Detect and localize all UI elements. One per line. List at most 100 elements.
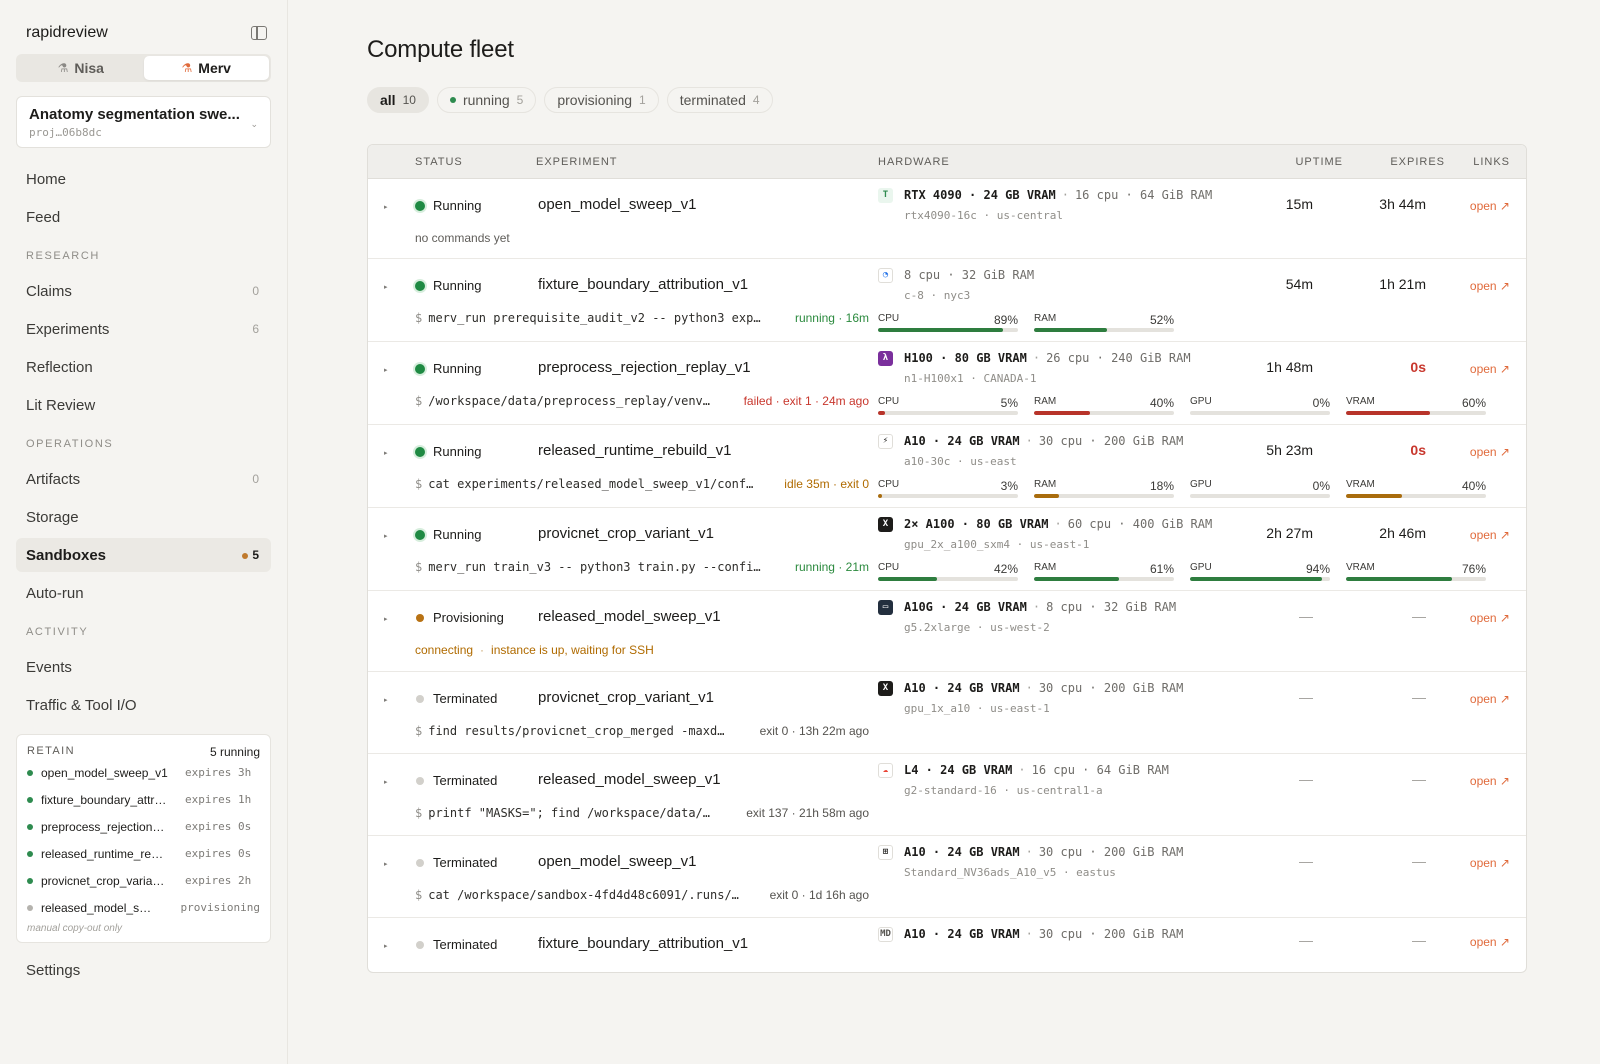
expand-caret-icon[interactable]: ▸ xyxy=(384,861,388,868)
sidebar-item-artifacts[interactable]: Artifacts 0 xyxy=(16,462,271,496)
project-selector[interactable]: Anatomy segmentation swe... proj…06b8dc … xyxy=(16,96,271,148)
last-command[interactable]: $ merv_run prerequisite_audit_v2 -- pytho… xyxy=(415,311,869,325)
filter-all[interactable]: all 10 xyxy=(367,87,429,113)
table-row[interactable]: ▸ Terminated released_model_sweep_v1 $ print… xyxy=(368,754,1526,836)
open-link[interactable]: open ↗ xyxy=(1469,692,1510,706)
open-link[interactable]: open ↗ xyxy=(1469,611,1510,625)
filter-running[interactable]: running 5 xyxy=(436,87,537,113)
expand-caret-icon[interactable]: ▸ xyxy=(384,697,388,704)
retain-item[interactable]: released_runtime_re… expires 0s xyxy=(27,840,260,867)
sidebar-item-traffic[interactable]: Traffic & Tool I/O xyxy=(16,688,271,722)
retain-item[interactable]: fixture_boundary_attr… expires 1h xyxy=(27,786,260,813)
experiment-name[interactable]: released_model_sweep_v1 xyxy=(538,771,721,788)
user-tab-merv[interactable]: ⚗ Merv xyxy=(143,56,269,80)
hardware-spec: ◔ 8 cpu · 32 GiB RAM xyxy=(878,267,1034,283)
last-command[interactable]: $ find results/provicnet_crop_merged -max… xyxy=(415,724,869,738)
sidebar-item-settings[interactable]: Settings xyxy=(16,953,271,987)
expand-caret-icon[interactable]: ▸ xyxy=(384,204,388,211)
sidebar-item-storage[interactable]: Storage xyxy=(16,500,271,534)
open-link[interactable]: open ↗ xyxy=(1469,856,1510,870)
last-command[interactable]: $ /workspace/data/preprocess_replay/venv…… xyxy=(415,394,869,408)
open-link[interactable]: open ↗ xyxy=(1469,774,1510,788)
experiment-name[interactable]: released_runtime_rebuild_v1 xyxy=(538,442,732,459)
experiment-name[interactable]: preprocess_rejection_replay_v1 xyxy=(538,359,751,376)
project-id: proj…06b8dc xyxy=(29,126,102,139)
filter-terminated[interactable]: terminated 4 xyxy=(666,87,773,113)
hardware-cell: ⚡ A10 · 24 GB VRAM · 30 cpu · 200 GiB RAM a1… xyxy=(878,433,1183,468)
command-value: find results/provicnet_crop_merged -maxd… xyxy=(428,724,725,738)
table-row[interactable]: ▸ Running released_runtime_rebuild_v1 $ cat … xyxy=(368,425,1526,508)
column-header-expires[interactable]: EXPIRES xyxy=(1390,156,1445,168)
sidebar-item-home[interactable]: Home xyxy=(16,162,271,196)
experiment-name[interactable]: fixture_boundary_attribution_v1 xyxy=(538,276,749,293)
table-row[interactable]: ▸ Running fixture_boundary_attribution_v1 $… xyxy=(368,259,1526,342)
table-row[interactable]: ▸ Terminated open_model_sweep_v1 $ cat /work… xyxy=(368,836,1526,918)
status-cell: Running xyxy=(415,361,481,376)
sidebar-item-experiments[interactable]: Experiments 6 xyxy=(16,312,271,346)
experiment-name[interactable]: open_model_sweep_v1 xyxy=(538,853,697,870)
last-command[interactable]: $ printf "MASKS="; find /workspace/data/…… xyxy=(415,806,869,820)
command-text: $ cat /workspace/sandbox-4fd4d48c6091/.ru… xyxy=(415,888,739,902)
hardware-spec: λ H100 · 80 GB VRAM · 26 cpu · 240 GiB RAM xyxy=(878,350,1191,366)
expand-caret-icon[interactable]: ▸ xyxy=(384,616,388,623)
expand-caret-icon[interactable]: ▸ xyxy=(384,367,388,374)
status-dot xyxy=(416,776,424,785)
last-command[interactable]: $ cat /workspace/sandbox-4fd4d48c6091/.ru… xyxy=(415,888,869,902)
last-command[interactable]: $ cat experiments/released_model_sweep_v1… xyxy=(415,477,869,491)
meter-track xyxy=(1346,494,1486,498)
expand-caret-icon[interactable]: ▸ xyxy=(384,450,388,457)
sidebar-item-feed[interactable]: Feed xyxy=(16,200,271,234)
table-row[interactable]: ▸ Provisioning released_model_sweep_v1 conn… xyxy=(368,591,1526,672)
user-tab-nisa[interactable]: ⚗ Nisa xyxy=(18,56,144,80)
expand-caret-icon[interactable]: ▸ xyxy=(384,779,388,786)
brand-row: rapidreview xyxy=(16,18,271,48)
open-link[interactable]: open ↗ xyxy=(1469,445,1510,459)
experiment-name[interactable]: open_model_sweep_v1 xyxy=(538,196,697,213)
retain-item[interactable]: released_model_s… provisioning xyxy=(27,894,260,921)
open-link[interactable]: open ↗ xyxy=(1469,279,1510,293)
retain-item-expiry: provisioning xyxy=(180,901,260,914)
toggle-sidebar-icon[interactable] xyxy=(251,26,267,40)
experiment-name[interactable]: released_model_sweep_v1 xyxy=(538,608,721,625)
table-row[interactable]: ▸ Running preprocess_rejection_replay_v1 $ /… xyxy=(368,342,1526,425)
sidebar-item-auto-run[interactable]: Auto-run xyxy=(16,576,271,610)
column-header-uptime[interactable]: UPTIME xyxy=(1295,156,1343,168)
meter-percent: 40% xyxy=(1461,479,1486,493)
open-link[interactable]: open ↗ xyxy=(1469,528,1510,542)
column-header-status[interactable]: STATUS xyxy=(415,156,463,168)
sidebar-item-reflection[interactable]: Reflection xyxy=(16,350,271,384)
open-link[interactable]: open ↗ xyxy=(1469,199,1510,213)
table-row[interactable]: ▸ Running provicnet_crop_variant_v1 $ merv_r… xyxy=(368,508,1526,591)
meter-label: VRAM xyxy=(1346,562,1375,573)
open-link[interactable]: open ↗ xyxy=(1469,935,1510,949)
open-link[interactable]: open ↗ xyxy=(1469,362,1510,376)
command-value: merv_run train_v3 -- python3 train.py --… xyxy=(428,560,761,574)
meter-fill xyxy=(1346,411,1430,415)
instance-location: g2-standard-16 · us-central1-a xyxy=(904,784,1103,797)
retain-item[interactable]: preprocess_rejection… expires 0s xyxy=(27,813,260,840)
filter-label: running xyxy=(462,92,510,108)
retain-item-name: preprocess_rejection… xyxy=(41,819,165,834)
table-row[interactable]: ▸ Running open_model_sweep_v1 no commands y… xyxy=(368,179,1526,259)
expand-caret-icon[interactable]: ▸ xyxy=(384,284,388,291)
column-header-hardware[interactable]: HARDWARE xyxy=(878,156,950,168)
gpu-spec: L4 · 24 GB VRAM xyxy=(904,763,1013,777)
table-row[interactable]: ▸ Terminated provicnet_crop_variant_v1 $ fin… xyxy=(368,672,1526,754)
table-row[interactable]: ▸ Terminated fixture_boundary_attribution_… xyxy=(368,918,1526,972)
column-header-experiment[interactable]: EXPERIMENT xyxy=(536,156,618,168)
sidebar-item-events[interactable]: Events xyxy=(16,650,271,684)
filter-provisioning[interactable]: provisioning 1 xyxy=(544,87,659,113)
lambda-icon: λ xyxy=(878,350,893,366)
retain-item[interactable]: open_model_sweep_v1 expires 3h xyxy=(27,759,260,786)
experiment-name[interactable]: provicnet_crop_variant_v1 xyxy=(538,689,714,706)
sidebar-item-claims[interactable]: Claims 0 xyxy=(16,274,271,308)
sidebar-item-lit-review[interactable]: Lit Review xyxy=(16,388,271,422)
last-command[interactable]: $ merv_run train_v3 -- python3 train.py -… xyxy=(415,560,869,574)
retain-item[interactable]: provicnet_crop_varia… expires 2h xyxy=(27,867,260,894)
experiment-name[interactable]: provicnet_crop_variant_v1 xyxy=(538,525,714,542)
sidebar-item-sandboxes[interactable]: Sandboxes 5 xyxy=(16,538,271,572)
experiment-name[interactable]: fixture_boundary_attribution_v1 xyxy=(538,935,749,952)
sidebar-item-label: Settings xyxy=(26,961,81,979)
expand-caret-icon[interactable]: ▸ xyxy=(384,533,388,540)
expand-caret-icon[interactable]: ▸ xyxy=(384,943,388,950)
